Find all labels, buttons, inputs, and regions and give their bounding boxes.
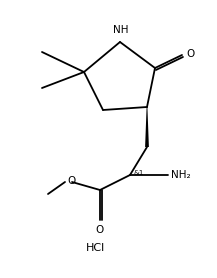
Text: &1: &1 <box>133 170 143 176</box>
Text: O: O <box>67 176 75 186</box>
Text: O: O <box>96 225 104 235</box>
Text: NH₂: NH₂ <box>171 170 191 180</box>
Text: HCl: HCl <box>85 243 105 253</box>
Text: NH: NH <box>113 25 129 35</box>
Text: O: O <box>186 49 194 59</box>
Polygon shape <box>145 107 149 147</box>
